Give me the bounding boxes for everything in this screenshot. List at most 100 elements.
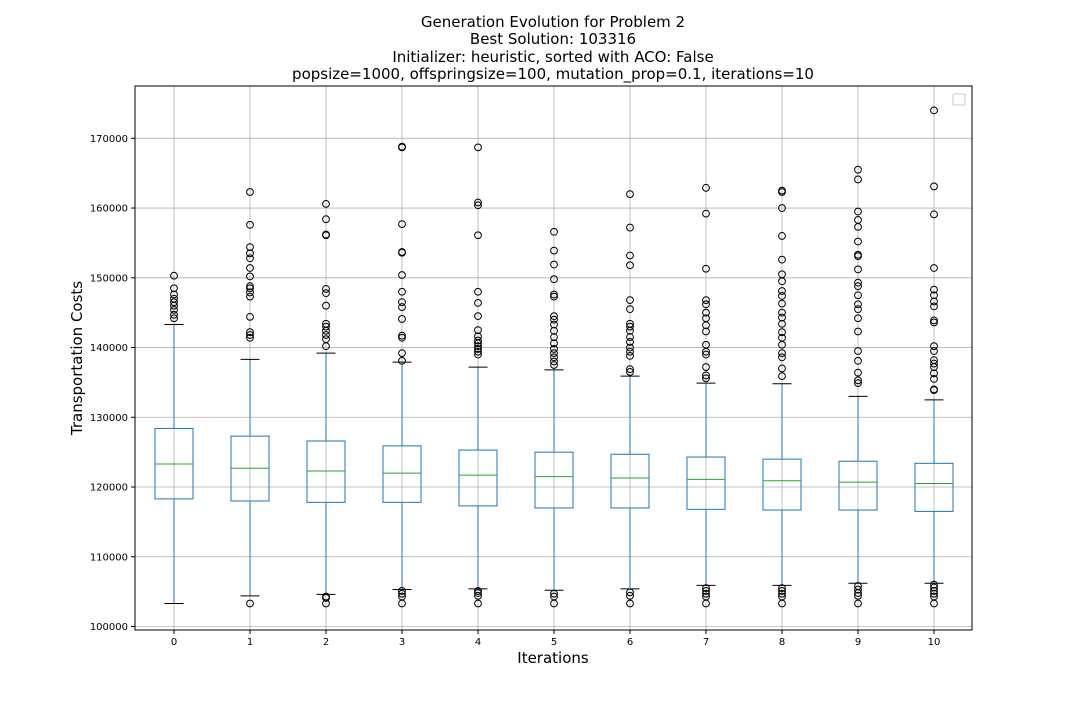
outlier-point xyxy=(778,333,786,342)
outlier-point xyxy=(930,385,938,394)
outlier-point xyxy=(702,350,710,359)
box-4 xyxy=(458,143,498,608)
outlier-point xyxy=(398,333,406,342)
outlier-point xyxy=(550,361,558,369)
outlier-point xyxy=(930,580,938,589)
outlier-point xyxy=(854,368,862,377)
outlier-point xyxy=(474,599,482,608)
outlier-point xyxy=(626,296,634,305)
x-axis-ticks: 0 1 2 3 4 5 6 7 8 9 10 xyxy=(171,630,941,648)
x-tick-label: 6 xyxy=(627,637,633,648)
outlier-point xyxy=(322,289,330,298)
iqr-box xyxy=(914,462,954,512)
outlier-point xyxy=(170,305,178,314)
outlier-point xyxy=(550,339,558,348)
x-tick-label: 8 xyxy=(779,637,785,648)
box-3 xyxy=(382,142,422,608)
outlier-point xyxy=(854,599,862,608)
outlier-point xyxy=(854,300,862,309)
chart-title-line-2: Best Solution: 103316 xyxy=(470,30,636,48)
outlier-point xyxy=(626,347,634,356)
outlier-point xyxy=(246,284,254,293)
outlier-point xyxy=(474,350,482,359)
outlier-point xyxy=(246,292,254,301)
outlier-point xyxy=(550,333,558,341)
outlier-point xyxy=(854,282,862,291)
outlier-point xyxy=(398,356,406,365)
outlier-point xyxy=(854,379,862,388)
outlier-point xyxy=(930,359,938,368)
outlier-point xyxy=(626,251,634,260)
outlier-point xyxy=(246,599,254,608)
outlier-point xyxy=(550,589,558,598)
outlier-point xyxy=(930,347,938,355)
outlier-point xyxy=(854,327,862,336)
outlier-point xyxy=(322,230,330,239)
outlier-point xyxy=(550,353,558,362)
outlier-point xyxy=(930,264,938,272)
outlier-point xyxy=(626,319,634,328)
outlier-point xyxy=(854,582,862,590)
box-10 xyxy=(914,106,954,608)
outlier-point xyxy=(930,356,938,364)
box-6 xyxy=(610,190,650,608)
outlier-point xyxy=(778,349,786,358)
outlier-point xyxy=(550,357,558,366)
outlier-point xyxy=(854,291,862,300)
outlier-point xyxy=(550,312,558,321)
outlier-point xyxy=(854,216,862,224)
outlier-point xyxy=(550,345,558,353)
outlier-point xyxy=(474,342,482,351)
box-0 xyxy=(154,271,194,604)
y-tick-label: 130000 xyxy=(90,413,128,424)
x-tick-label: 10 xyxy=(928,637,941,648)
x-tick-label: 5 xyxy=(551,637,557,648)
outlier-point xyxy=(550,349,558,358)
outlier-point xyxy=(170,284,178,293)
outlier-point xyxy=(854,207,862,216)
y-tick-label: 170000 xyxy=(90,134,128,145)
outlier-point xyxy=(474,231,482,240)
outlier-point xyxy=(474,287,482,296)
outlier-point xyxy=(854,347,862,355)
outlier-point xyxy=(930,297,938,306)
outlier-point xyxy=(246,328,254,337)
outlier-point xyxy=(474,591,482,600)
outlier-point xyxy=(398,589,406,598)
box-5 xyxy=(534,227,574,608)
outlier-point xyxy=(246,312,254,321)
outlier-point xyxy=(854,278,862,287)
outlier-point xyxy=(246,272,254,281)
outlier-point xyxy=(854,250,862,259)
outlier-point xyxy=(626,365,634,374)
outlier-point xyxy=(550,275,558,284)
outlier-point xyxy=(550,260,558,269)
outlier-point xyxy=(474,299,482,307)
outlier-point xyxy=(474,347,482,356)
outlier-point xyxy=(626,352,634,360)
outlier-point xyxy=(474,336,482,345)
outlier-point xyxy=(778,328,786,337)
outlier-point xyxy=(398,303,406,311)
outlier-point xyxy=(930,342,938,351)
outlier-point xyxy=(550,320,558,329)
outlier-point xyxy=(626,368,634,376)
outlier-point xyxy=(854,175,862,184)
outlier-point xyxy=(170,314,178,323)
x-tick-label: 9 xyxy=(855,637,861,648)
iqr-box xyxy=(382,445,422,503)
outlier-point xyxy=(474,201,482,210)
plot-area xyxy=(134,85,973,631)
outlier-point xyxy=(398,315,406,323)
outlier-point xyxy=(322,322,330,331)
outlier-point xyxy=(626,599,634,608)
y-axis-ticks: 100000 110000 120000 130000 140000 150000 1600… xyxy=(90,134,135,633)
outlier-point xyxy=(626,190,634,199)
outlier-point xyxy=(930,182,938,191)
outlier-point xyxy=(474,345,482,353)
outlier-point xyxy=(626,223,634,232)
outlier-point xyxy=(246,220,254,229)
outlier-point xyxy=(930,316,938,325)
outlier-point xyxy=(778,319,786,328)
outlier-point xyxy=(930,302,938,311)
